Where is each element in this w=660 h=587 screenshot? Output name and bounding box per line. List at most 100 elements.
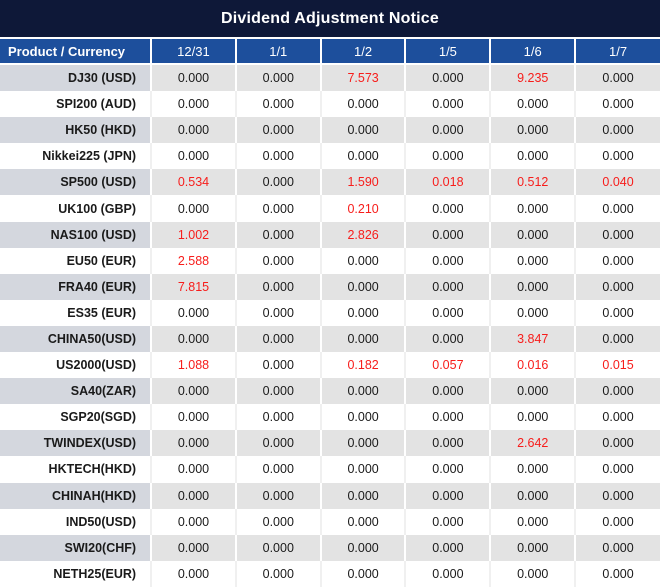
value-cell: 2.588 bbox=[150, 247, 236, 274]
page-title: Dividend Adjustment Notice bbox=[0, 0, 660, 39]
table-row: UK100 (GBP) 0.000 0.000 0.210 0.000 0.000 0.00… bbox=[0, 195, 660, 222]
value-cell: 0.000 bbox=[489, 560, 576, 587]
value-cell: 0.000 bbox=[574, 247, 660, 274]
value-cell: 0.000 bbox=[234, 143, 321, 170]
product-cell: EU50 (EUR) bbox=[0, 247, 152, 274]
value-cell: 0.000 bbox=[150, 378, 236, 405]
value-cell: 0.000 bbox=[234, 169, 321, 196]
value-cell: 0.000 bbox=[404, 430, 491, 457]
table-row: SPI200 (AUD) 0.000 0.000 0.000 0.000 0.000 0.0… bbox=[0, 91, 660, 118]
value-cell: 0.000 bbox=[319, 378, 406, 405]
product-cell: CHINA50(USD) bbox=[0, 325, 152, 353]
value-cell: 0.000 bbox=[319, 482, 406, 509]
column-header-date-1: 12/31 bbox=[150, 39, 236, 65]
value-cell: 0.000 bbox=[404, 378, 491, 405]
product-cell: HKTECH(HKD) bbox=[0, 456, 152, 483]
value-cell: 0.000 bbox=[489, 456, 576, 483]
value-cell: 0.000 bbox=[319, 430, 406, 457]
value-cell: 7.815 bbox=[150, 273, 236, 300]
value-cell: 0.000 bbox=[404, 64, 491, 92]
value-cell: 0.000 bbox=[234, 352, 321, 379]
value-cell: 0.000 bbox=[234, 221, 321, 248]
column-header-date-3: 1/2 bbox=[319, 39, 406, 65]
table-row: SP500 (USD) 0.534 0.000 1.590 0.018 0.512 0.04… bbox=[0, 169, 660, 196]
table-row: EU50 (EUR) 2.588 0.000 0.000 0.000 0.000 0.000 bbox=[0, 247, 660, 274]
value-cell: 0.000 bbox=[234, 247, 321, 274]
value-cell: 0.000 bbox=[404, 560, 491, 587]
column-header-date-5: 1/6 bbox=[489, 39, 576, 65]
value-cell: 0.000 bbox=[574, 378, 660, 405]
product-cell: SPI200 (AUD) bbox=[0, 91, 152, 118]
value-cell: 0.015 bbox=[574, 352, 660, 379]
value-cell: 0.000 bbox=[234, 430, 321, 457]
product-cell: NAS100 (USD) bbox=[0, 221, 152, 248]
value-cell: 0.016 bbox=[489, 352, 576, 379]
value-cell: 0.000 bbox=[234, 195, 321, 222]
value-cell: 0.000 bbox=[404, 325, 491, 353]
value-cell: 0.000 bbox=[404, 143, 491, 170]
value-cell: 0.000 bbox=[319, 404, 406, 431]
value-cell: 0.040 bbox=[574, 169, 660, 196]
value-cell: 0.000 bbox=[150, 560, 236, 587]
product-cell: ES35 (EUR) bbox=[0, 299, 152, 326]
product-cell: SGP20(SGD) bbox=[0, 404, 152, 431]
table-row: HK50 (HKD) 0.000 0.000 0.000 0.000 0.000 0.000 bbox=[0, 117, 660, 144]
value-cell: 0.000 bbox=[574, 273, 660, 300]
value-cell: 0.000 bbox=[319, 117, 406, 144]
value-cell: 0.000 bbox=[574, 430, 660, 457]
value-cell: 1.590 bbox=[319, 169, 406, 196]
value-cell: 0.534 bbox=[150, 169, 236, 196]
value-cell: 2.642 bbox=[489, 430, 576, 457]
value-cell: 0.000 bbox=[404, 534, 491, 561]
value-cell: 2.826 bbox=[319, 221, 406, 248]
value-cell: 7.573 bbox=[319, 64, 406, 92]
value-cell: 0.000 bbox=[150, 325, 236, 353]
value-cell: 0.000 bbox=[489, 117, 576, 144]
product-cell: NETH25(EUR) bbox=[0, 560, 152, 587]
value-cell: 0.000 bbox=[234, 64, 321, 92]
value-cell: 0.000 bbox=[404, 117, 491, 144]
product-cell: TWINDEX(USD) bbox=[0, 430, 152, 457]
table-row: FRA40 (EUR) 7.815 0.000 0.000 0.000 0.000 0.00… bbox=[0, 273, 660, 300]
value-cell: 0.000 bbox=[489, 273, 576, 300]
value-cell: 0.057 bbox=[404, 352, 491, 379]
value-cell: 0.000 bbox=[404, 247, 491, 274]
product-cell: SP500 (USD) bbox=[0, 169, 152, 196]
value-cell: 0.000 bbox=[319, 247, 406, 274]
value-cell: 0.000 bbox=[574, 91, 660, 118]
value-cell: 0.000 bbox=[150, 117, 236, 144]
value-cell: 0.000 bbox=[150, 430, 236, 457]
value-cell: 0.000 bbox=[150, 482, 236, 509]
table-row: IND50(USD) 0.000 0.000 0.000 0.000 0.000 0.000 bbox=[0, 508, 660, 535]
table-row: CHINAH(HKD) 0.000 0.000 0.000 0.000 0.000 0.00… bbox=[0, 482, 660, 509]
value-cell: 0.000 bbox=[319, 273, 406, 300]
value-cell: 0.000 bbox=[234, 91, 321, 118]
value-cell: 0.000 bbox=[150, 299, 236, 326]
value-cell: 0.000 bbox=[574, 325, 660, 353]
value-cell: 0.000 bbox=[150, 64, 236, 92]
value-cell: 3.847 bbox=[489, 325, 576, 353]
table-row: Nikkei225 (JPN) 0.000 0.000 0.000 0.000 0.000… bbox=[0, 143, 660, 170]
value-cell: 0.000 bbox=[404, 299, 491, 326]
header-row: Product / Currency 12/31 1/1 1/2 1/5 1/6… bbox=[0, 39, 660, 65]
value-cell: 0.000 bbox=[234, 325, 321, 353]
value-cell: 0.000 bbox=[404, 221, 491, 248]
value-cell: 0.000 bbox=[234, 404, 321, 431]
product-cell: FRA40 (EUR) bbox=[0, 273, 152, 300]
table-row: CHINA50(USD) 0.000 0.000 0.000 0.000 3.847 0.0… bbox=[0, 325, 660, 353]
dividend-table: Product / Currency 12/31 1/1 1/2 1/5 1/6… bbox=[0, 39, 660, 587]
value-cell: 0.000 bbox=[574, 221, 660, 248]
column-header-product: Product / Currency bbox=[0, 39, 152, 65]
value-cell: 0.000 bbox=[404, 195, 491, 222]
value-cell: 0.000 bbox=[404, 456, 491, 483]
value-cell: 1.002 bbox=[150, 221, 236, 248]
value-cell: 0.000 bbox=[234, 273, 321, 300]
value-cell: 0.000 bbox=[489, 143, 576, 170]
value-cell: 0.000 bbox=[234, 560, 321, 587]
value-cell: 0.000 bbox=[319, 456, 406, 483]
table-row: SA40(ZAR) 0.000 0.000 0.000 0.000 0.000 0.000 bbox=[0, 378, 660, 405]
value-cell: 0.000 bbox=[574, 117, 660, 144]
value-cell: 0.000 bbox=[234, 508, 321, 535]
product-cell: SWI20(CHF) bbox=[0, 534, 152, 561]
value-cell: 0.000 bbox=[489, 299, 576, 326]
